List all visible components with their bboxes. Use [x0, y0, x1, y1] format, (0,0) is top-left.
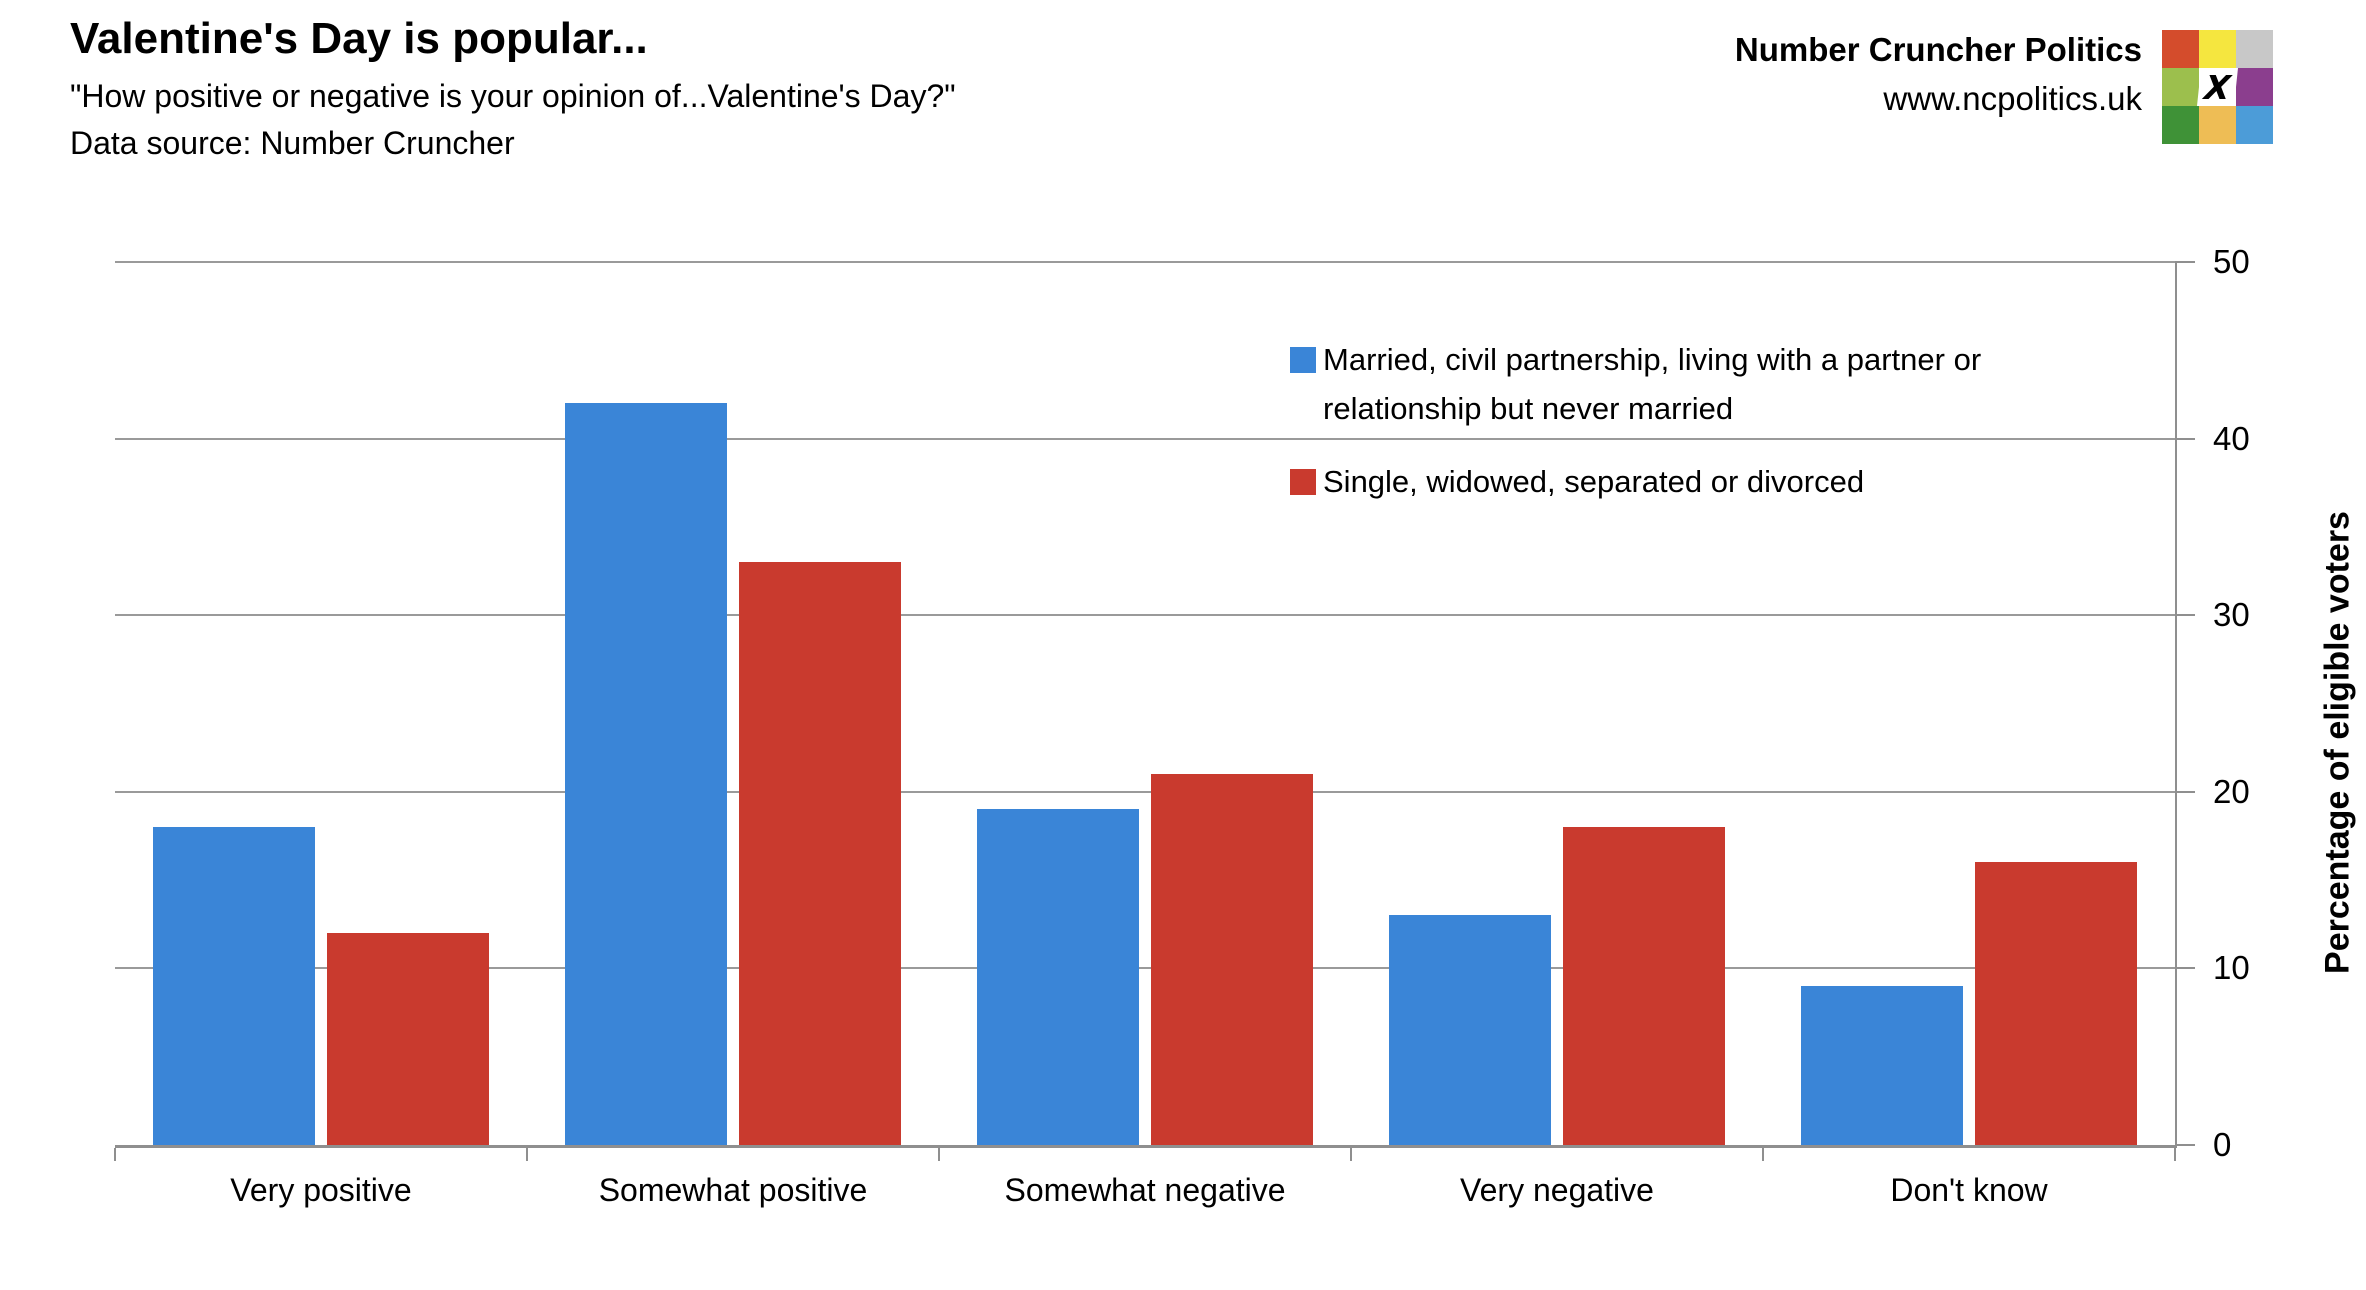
bar-single-very-negative	[1563, 827, 1725, 1145]
logo-cell	[2236, 106, 2273, 144]
bar-single-somewhat-negative	[1151, 774, 1313, 1145]
y-axis-tick-50	[2175, 261, 2195, 263]
logo-cell	[2162, 30, 2199, 68]
x-axis-tick	[526, 1148, 528, 1161]
logo-cell	[2199, 30, 2236, 68]
header: Valentine's Day is popular... "How posit…	[70, 14, 956, 162]
chart-title: Valentine's Day is popular...	[70, 14, 648, 63]
brand-logo: X	[2162, 30, 2273, 144]
x-axis-labels: Very positive Somewhat positive Somewhat n…	[115, 1172, 2175, 1209]
bar-married-very-negative	[1389, 915, 1551, 1145]
y-axis-tick-10	[2175, 967, 2195, 970]
category-label-don-t-know: Don't know	[1890, 1172, 2048, 1208]
y-tick-label-10: 10	[2213, 949, 2250, 987]
gridline-50	[115, 261, 2175, 263]
x-axis-tick	[1350, 1148, 1352, 1161]
x-axis-tick	[938, 1148, 940, 1161]
y-axis-labels: 0 10 20 30 40 50	[2213, 243, 2303, 1163]
y-axis-tick-40	[2175, 437, 2195, 440]
y-axis-tick-20	[2175, 790, 2195, 793]
gridline-10	[115, 967, 2175, 970]
bar-single-very-positive	[327, 933, 489, 1145]
x-axis-ticks	[114, 1148, 2176, 1161]
y-tick-label-50: 50	[2213, 243, 2250, 280]
y-tick-label-0: 0	[2213, 1126, 2232, 1163]
legend-item-single: Single, widowed, separated or divorced	[1290, 458, 2050, 507]
y-axis-title: Percentage of eligible voters	[2318, 511, 2357, 974]
gridline-40	[115, 437, 2175, 440]
y-axis-tick-0	[2175, 1144, 2195, 1146]
y-tick-label-20: 20	[2213, 772, 2250, 810]
brand-website: www.ncpolitics.uk	[1883, 79, 2142, 117]
bar-group-don-t-know	[1763, 262, 2175, 1145]
x-axis-tick	[2174, 1148, 2176, 1161]
legend-label-single: Single, widowed, separated or divorced	[1323, 463, 1865, 499]
bar-married-very-positive	[153, 827, 315, 1145]
logo-cell	[2236, 68, 2273, 106]
category-label-very-negative: Very negative	[1460, 1172, 1654, 1208]
gridline-20	[115, 790, 2175, 793]
legend-swatch-married-icon	[1290, 347, 1316, 373]
logo-cell	[2199, 106, 2236, 144]
bar-group-somewhat-positive	[527, 262, 939, 1145]
bar-group-somewhat-negative	[939, 262, 1351, 1145]
bar-group-very-negative	[1351, 262, 1763, 1145]
legend-swatch-single-icon	[1290, 468, 1316, 495]
legend-item-married: Married, civil partnership, living with …	[1290, 336, 2050, 434]
survey-question: "How positive or negative is your opinio…	[70, 77, 956, 114]
category-label-somewhat-positive: Somewhat positive	[598, 1172, 868, 1208]
gridline-30	[115, 614, 2175, 617]
logo-cell	[2162, 68, 2199, 106]
logo-cell	[2236, 30, 2273, 68]
bar-married-somewhat-positive	[565, 403, 727, 1145]
plot-area	[115, 261, 2177, 1148]
bar-group-very-positive	[115, 262, 527, 1145]
legend: Married, civil partnership, living with …	[1290, 336, 2050, 531]
y-tick-label-30: 30	[2213, 596, 2250, 634]
x-axis-tick	[114, 1148, 116, 1161]
brand-block: Number Cruncher Politics www.ncpolitics.…	[1735, 30, 2142, 118]
bar-single-don-t-know	[1975, 862, 2137, 1145]
logo-cell	[2162, 106, 2199, 144]
category-label-very-positive: Very positive	[230, 1172, 412, 1208]
y-axis-ticks	[2175, 261, 2195, 1146]
logo-x-icon: X	[2197, 68, 2238, 107]
bar-single-somewhat-positive	[739, 562, 901, 1145]
bar-married-don-t-know	[1801, 986, 1963, 1145]
y-axis-tick-30	[2175, 614, 2195, 617]
brand-name: Number Cruncher Politics	[1734, 31, 2142, 68]
data-source: Data source: Number Cruncher	[70, 124, 515, 161]
legend-label-married: Married, civil partnership, living with …	[1323, 342, 1982, 426]
y-tick-label-40: 40	[2213, 419, 2250, 457]
x-axis-tick	[1762, 1148, 1764, 1161]
category-label-somewhat-negative: Somewhat negative	[1004, 1172, 1286, 1208]
bar-married-somewhat-negative	[977, 809, 1139, 1145]
